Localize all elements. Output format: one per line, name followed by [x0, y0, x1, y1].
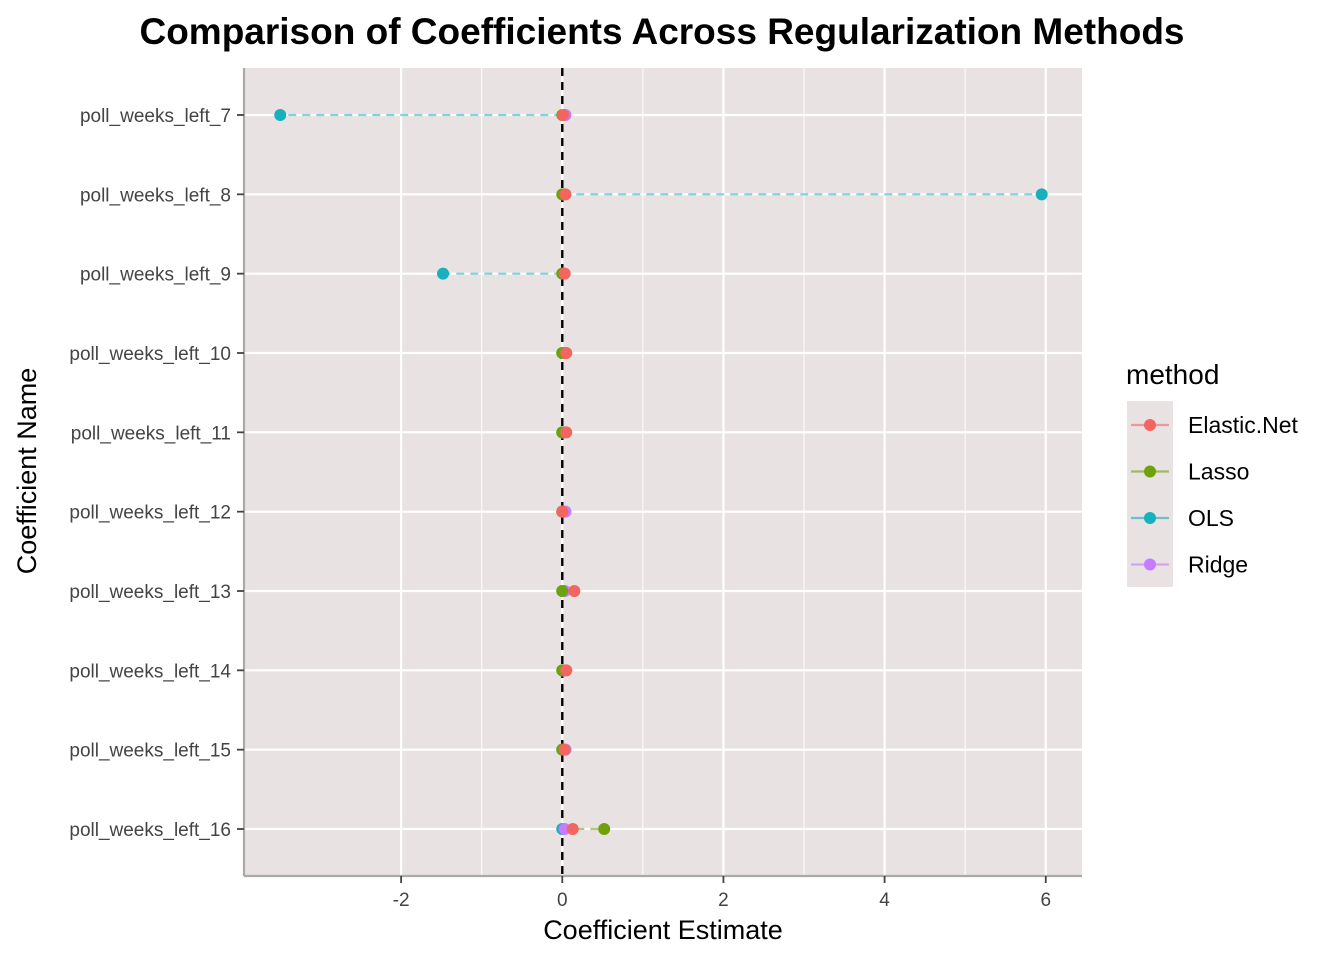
legend-label: Elastic.Net [1188, 412, 1299, 438]
y-tick-labels: poll_weeks_left_7 poll_weeks_left_8 poll_w… [69, 106, 231, 841]
data-point [598, 823, 611, 835]
y-axis-title: Coefficient Name [12, 368, 42, 575]
legend-item: Ridge [1131, 552, 1248, 578]
legend-marker [1144, 558, 1156, 571]
legend-marker [1144, 419, 1156, 431]
y-tick-label: poll_weeks_left_14 [69, 661, 231, 682]
data-point [437, 267, 450, 280]
data-points [274, 109, 1048, 835]
data-point [1035, 188, 1048, 201]
data-point [556, 585, 569, 597]
y-tick-label: poll_weeks_left_11 [71, 423, 231, 444]
data-point [560, 426, 573, 439]
data-point [274, 109, 287, 121]
y-tick-label: poll_weeks_left_15 [69, 741, 231, 762]
legend-label: Lasso [1188, 459, 1249, 485]
legend-items: Elastic.Net Lasso OLS Ridge [1131, 412, 1299, 578]
legend-marker [1144, 512, 1156, 524]
axes [237, 68, 1082, 883]
x-tick-label: -2 [393, 890, 410, 911]
grid-lines [244, 68, 1082, 876]
x-tick-label: 6 [1040, 890, 1051, 911]
legend: method Elastic.Net Lasso OLS Ridge [1126, 359, 1299, 587]
x-tick-label: 0 [557, 890, 568, 911]
data-point [560, 347, 573, 359]
legend-item: Elastic.Net [1131, 412, 1299, 438]
y-tick-label: poll_weeks_left_12 [69, 503, 231, 524]
legend-title: method [1126, 359, 1219, 390]
data-point [560, 664, 573, 677]
plot-panel [244, 68, 1082, 876]
data-point [557, 109, 570, 121]
legend-key-background [1127, 401, 1173, 587]
y-tick-label: poll_weeks_left_16 [69, 820, 231, 841]
legend-item: Lasso [1131, 459, 1249, 485]
x-tick-labels: -2 0 2 4 6 [393, 890, 1051, 911]
chart-title: Comparison of Coefficients Across Regula… [139, 11, 1184, 52]
data-point [558, 743, 571, 756]
y-tick-label: poll_weeks_left_9 [80, 265, 231, 286]
x-tick-label: 4 [879, 890, 890, 911]
legend-item: OLS [1131, 505, 1234, 531]
data-point [559, 188, 572, 201]
data-point [556, 505, 569, 518]
y-tick-label: poll_weeks_left_7 [80, 106, 231, 127]
legend-label: OLS [1188, 505, 1234, 531]
y-tick-label: poll_weeks_left_13 [69, 582, 231, 603]
legend-label: Ridge [1188, 552, 1248, 578]
data-point [558, 267, 571, 280]
x-tick-label: 2 [718, 890, 729, 911]
data-point [568, 585, 581, 597]
data-point [566, 823, 579, 835]
x-axis-title: Coefficient Estimate [543, 915, 783, 945]
legend-marker [1144, 465, 1156, 478]
y-tick-label: poll_weeks_left_10 [69, 344, 231, 365]
y-tick-label: poll_weeks_left_8 [80, 185, 231, 206]
